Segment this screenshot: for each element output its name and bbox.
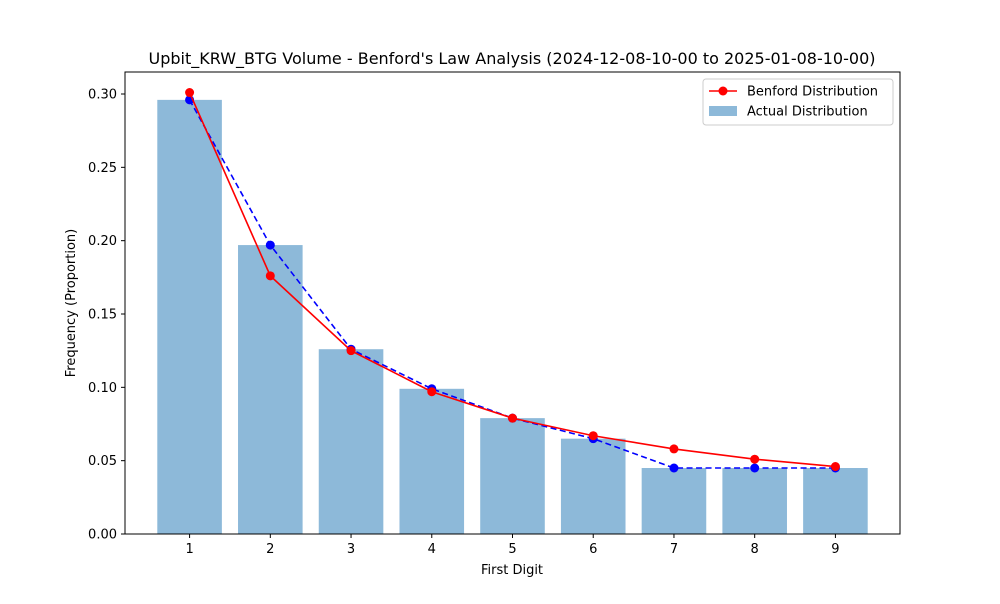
legend-label-benford-distribution: Benford Distribution (747, 85, 878, 100)
benford-point-3 (346, 346, 356, 356)
benford-point-6 (588, 431, 598, 441)
bar-digit-6 (560, 438, 626, 534)
bar-digit-1 (157, 99, 222, 534)
bar-series-actual (157, 99, 868, 535)
benford-point-9 (830, 462, 840, 472)
x-tick-label-7: 7 (670, 542, 678, 557)
chart-title: Upbit_KRW_BTG Volume - Benford's Law Ana… (149, 49, 876, 69)
actual-point-2 (265, 240, 275, 250)
legend-box (702, 78, 894, 126)
dashed-actual-line (188, 99, 836, 469)
legend-swatch-benford-marker (718, 86, 728, 96)
legend: Benford Distribution Actual Distribution (702, 78, 894, 126)
benford-point-8 (750, 454, 760, 464)
x-tick-label-2: 2 (266, 542, 274, 557)
x-axis-label: First Digit (481, 563, 543, 578)
y-tick-label-0.15: 0.15 (88, 308, 117, 323)
bar-digit-9 (803, 468, 868, 534)
y-tick-label-0.20: 0.20 (88, 234, 117, 249)
legend-swatch-actual (709, 106, 737, 116)
y-tick-label-0.30: 0.30 (88, 88, 117, 103)
bar-digit-8 (722, 468, 787, 534)
x-tick-label-1: 1 (185, 542, 193, 557)
line-series (185, 88, 840, 473)
x-tick-label-9: 9 (831, 542, 839, 557)
x-tick-label-5: 5 (508, 542, 516, 557)
x-tick-label-3: 3 (347, 542, 355, 557)
bar-digit-7 (641, 468, 707, 534)
x-tick-label-4: 4 (428, 542, 436, 557)
actual-point-7 (669, 463, 679, 473)
benford-point-4 (427, 387, 437, 397)
bar-digit-2 (238, 245, 303, 535)
y-tick-label-0.05: 0.05 (88, 454, 117, 469)
actual-point-8 (750, 463, 760, 473)
y-axis-label: Frequency (Proportion) (64, 229, 79, 378)
benford-point-5 (508, 413, 517, 423)
bar-digit-4 (399, 388, 465, 534)
y-tick-label-0.25: 0.25 (88, 161, 117, 176)
benford-point-7 (669, 444, 679, 454)
y-tick-label-0.00: 0.00 (88, 528, 117, 543)
bar-digit-5 (480, 418, 545, 534)
y-tick-label-0.10: 0.10 (88, 381, 117, 396)
x-axis: 1 2 3 4 5 6 7 8 9 (185, 534, 840, 557)
benford-point-1 (185, 88, 195, 98)
x-tick-label-8: 8 (751, 542, 759, 557)
bar-digit-3 (318, 349, 384, 534)
legend-label-actual-distribution: Actual Distribution (747, 105, 868, 120)
benford-point-2 (265, 271, 275, 281)
x-tick-label-6: 6 (589, 542, 597, 557)
y-axis: 0.00 0.05 0.10 0.15 0.20 0.25 0.30 (88, 88, 125, 543)
